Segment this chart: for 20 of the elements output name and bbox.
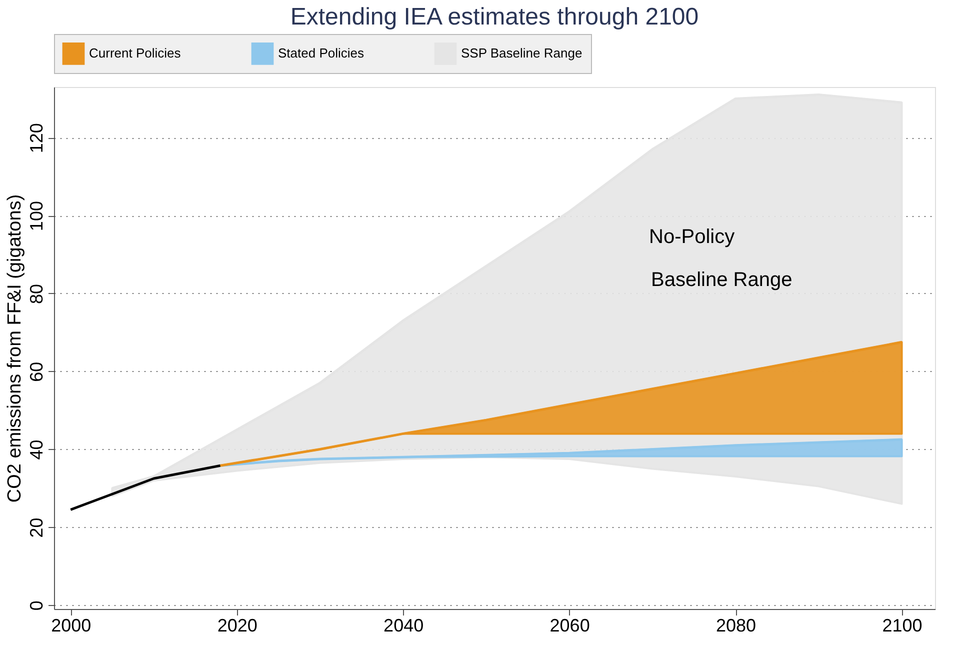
x-tick-label: 2100: [882, 616, 922, 636]
y-tick-label: 120: [26, 123, 46, 154]
y-tick-label: 40: [26, 440, 46, 460]
annotation: Baseline Range: [651, 269, 792, 291]
y-tick-label: 80: [26, 284, 46, 304]
y-tick-label: 60: [26, 362, 46, 382]
legend-label: Stated Policies: [278, 46, 364, 61]
x-tick-label: 2040: [384, 616, 424, 636]
y-tick-label: 0: [26, 600, 46, 611]
x-tick-label: 2020: [217, 616, 258, 636]
annotation: No-Policy: [649, 226, 735, 248]
y-axis-title: CO2 emissions from FF&I (gigatons): [4, 194, 26, 503]
legend-label: SSP Baseline Range: [461, 46, 582, 61]
x-tick-label: 2080: [716, 616, 756, 636]
x-tick-label: 2060: [550, 616, 590, 636]
y-tick-label: 100: [26, 201, 46, 232]
x-tick-label: 2000: [51, 616, 92, 636]
legend-label: Current Policies: [89, 46, 182, 61]
y-tick-label: 20: [26, 518, 46, 538]
chart-title: Extending IEA estimates through 2100: [290, 4, 699, 30]
